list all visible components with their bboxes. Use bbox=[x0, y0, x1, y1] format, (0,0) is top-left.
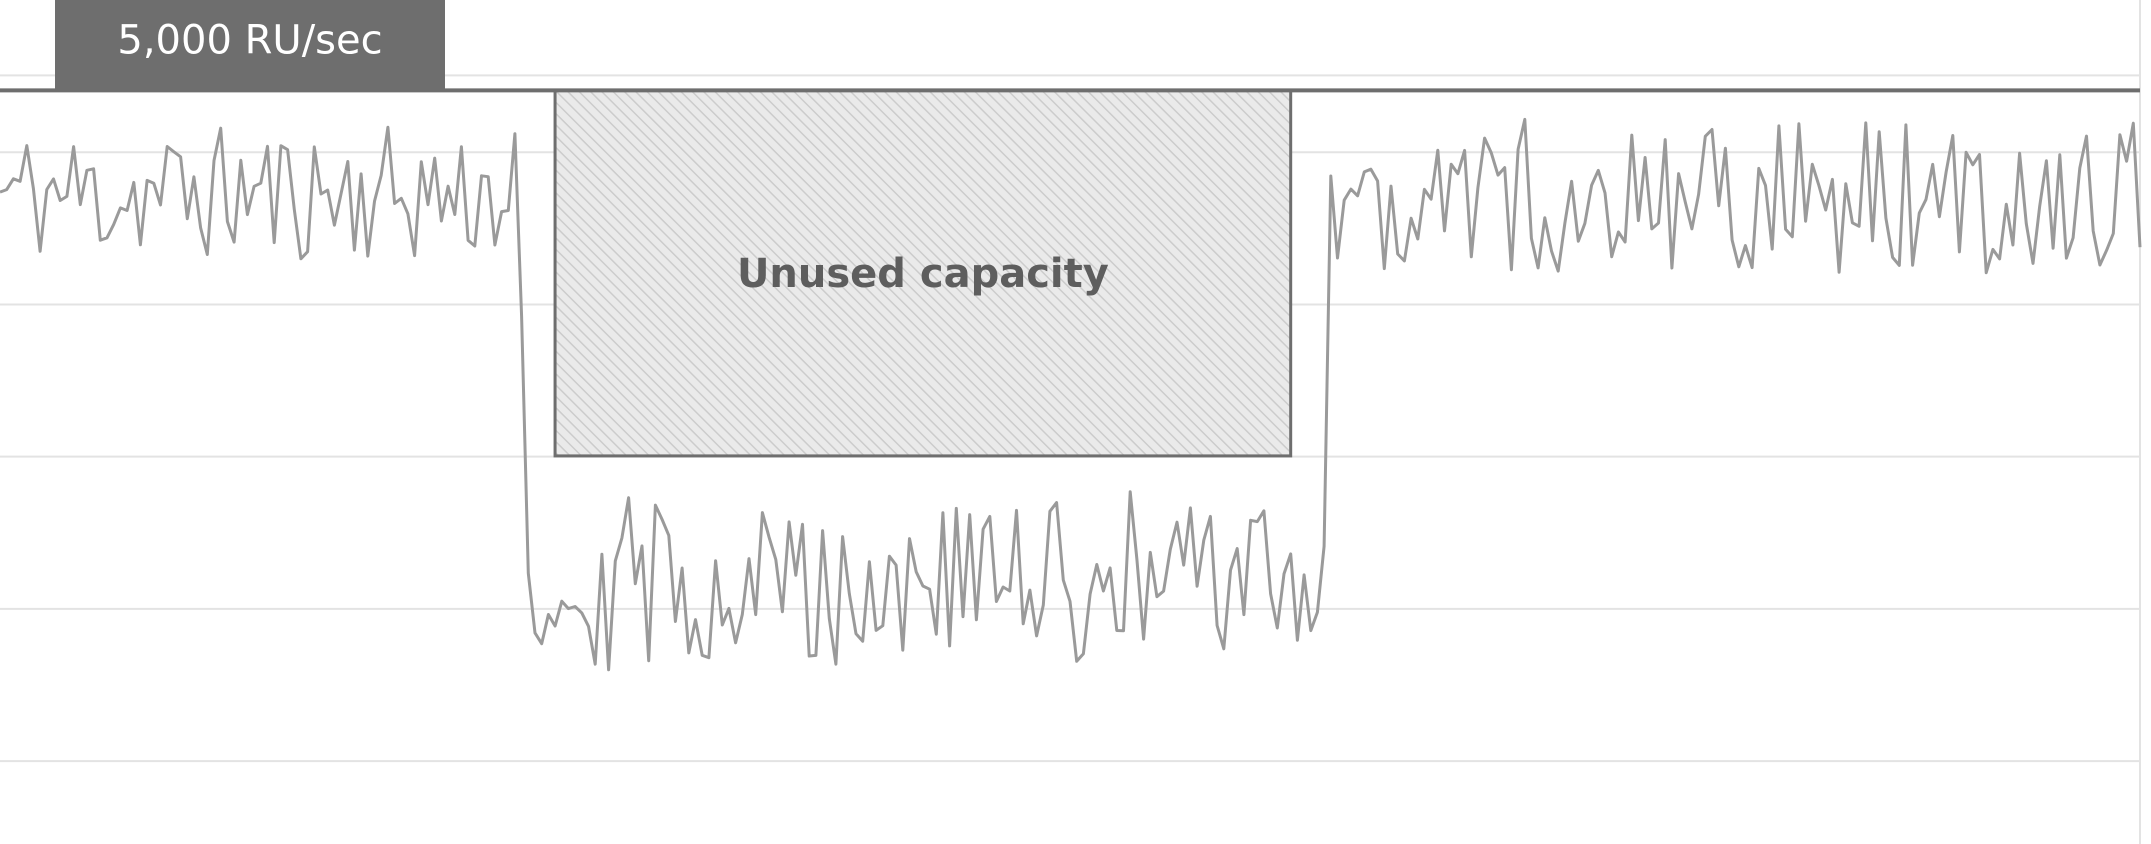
series-line-ru-consumption bbox=[0, 117, 2142, 672]
series-layer bbox=[0, 117, 2142, 672]
unused-capacity-label: Unused capacity bbox=[737, 251, 1109, 297]
threshold-label: 5,000 RU/sec bbox=[117, 17, 382, 63]
unused-capacity-region: Unused capacity bbox=[553, 88, 1293, 458]
unused-capacity-box bbox=[553, 88, 1293, 458]
threshold-badge bbox=[55, 0, 445, 91]
threshold-layer: 5,000 RU/sec bbox=[0, 0, 2140, 93]
